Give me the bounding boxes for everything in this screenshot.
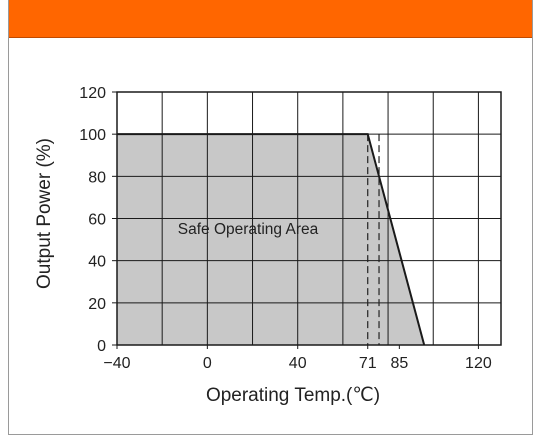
y-tick-label: 100	[79, 127, 106, 144]
y-tick-label: 60	[88, 212, 106, 229]
safe-area-label: Safe Operating Area	[178, 221, 319, 238]
y-tick-label: 0	[97, 338, 106, 355]
y-tick-label: 120	[79, 85, 106, 102]
y-tick-label: 20	[88, 296, 106, 313]
x-tick-label: 40	[289, 355, 307, 372]
x-tick-label: 85	[390, 355, 408, 372]
y-tick-label: 80	[88, 169, 106, 186]
derating-curve	[117, 133, 426, 346]
x-tick-label: 0	[203, 355, 212, 372]
x-tick-label: 71	[359, 355, 377, 372]
x-axis-label: Operating Temp.(℃)	[206, 385, 380, 406]
y-tick-label: 40	[88, 254, 106, 271]
x-tick-label: 120	[465, 355, 492, 372]
x-tick-label: −40	[103, 355, 130, 372]
y-axis-label: Output Power (%)	[34, 138, 55, 289]
header-bar	[9, 0, 532, 38]
safe-area-fill	[117, 134, 425, 345]
